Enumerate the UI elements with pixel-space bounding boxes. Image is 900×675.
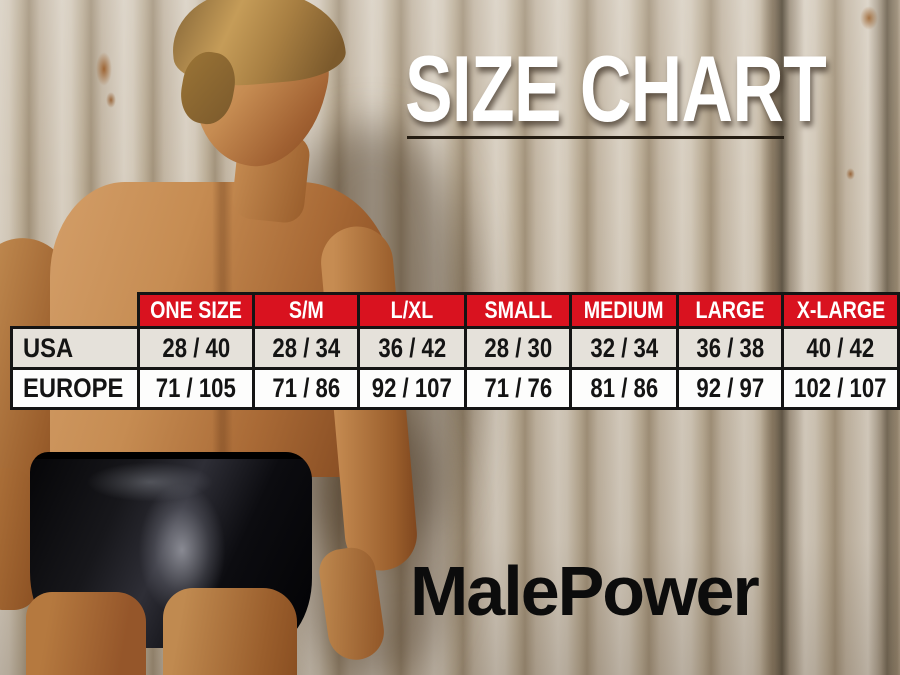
rust-spot <box>846 168 855 180</box>
cell-europe-x-large: 102 / 107 <box>781 367 900 410</box>
col-header-medium: MEDIUM <box>569 292 680 329</box>
cell-value: 92 / 97 <box>696 373 765 403</box>
col-header-l-xl: L/XL <box>357 292 468 329</box>
title-underline <box>407 136 784 139</box>
col-header-s-m: S/M <box>252 292 361 329</box>
col-header-small: SMALL <box>464 292 573 329</box>
cell-value: 102 / 107 <box>794 373 887 403</box>
cell-usa-large: 36 / 38 <box>676 326 785 370</box>
cell-value: 28 / 30 <box>484 332 552 363</box>
size-table: ONE SIZE S/M L/XL SMALL MEDIUM LARGE X-L… <box>9 292 900 410</box>
col-header-label: S/M <box>288 296 324 324</box>
col-header-one-size: ONE SIZE <box>137 292 256 329</box>
row-label-text: EUROPE <box>23 373 124 403</box>
table-row-usa: USA 28 / 40 28 / 34 36 / 42 28 / 30 32 /… <box>9 326 900 370</box>
cell-usa-medium: 32 / 34 <box>569 326 680 370</box>
cell-europe-l-xl: 92 / 107 <box>357 367 468 410</box>
brand-logo: MalePower <box>410 552 760 630</box>
cell-usa-s-m: 28 / 34 <box>252 326 361 370</box>
col-header-large: LARGE <box>676 292 785 329</box>
cell-usa-l-xl: 36 / 42 <box>357 326 468 370</box>
cell-usa-x-large: 40 / 42 <box>781 326 900 370</box>
row-label-usa: USA <box>9 326 141 370</box>
cell-value: 71 / 76 <box>484 373 552 403</box>
table-row-europe: EUROPE 71 / 105 71 / 86 92 / 107 71 / 76… <box>9 367 900 410</box>
col-header-x-large: X-LARGE <box>781 292 900 329</box>
row-label-text: USA <box>23 332 74 363</box>
col-header-label: L/XL <box>390 296 434 324</box>
rust-spot <box>106 92 116 108</box>
table-header-row: ONE SIZE S/M L/XL SMALL MEDIUM LARGE X-L… <box>12 292 900 329</box>
cell-europe-one-size: 71 / 105 <box>137 367 256 410</box>
row-label-europe: EUROPE <box>9 367 141 410</box>
cell-europe-s-m: 71 / 86 <box>252 367 361 410</box>
cell-value: 71 / 105 <box>156 373 237 403</box>
cell-europe-large: 92 / 97 <box>676 367 785 410</box>
rust-spot <box>860 6 878 30</box>
cell-value: 28 / 40 <box>162 332 230 363</box>
cell-value: 92 / 107 <box>372 373 453 403</box>
col-header-label: ONE SIZE <box>150 296 242 324</box>
cell-usa-small: 28 / 30 <box>464 326 573 370</box>
cell-value: 32 / 34 <box>590 332 659 363</box>
cell-value: 36 / 38 <box>696 332 765 363</box>
rust-spot <box>96 52 112 86</box>
cell-value: 40 / 42 <box>806 332 875 363</box>
blank-corner-cell <box>12 294 139 328</box>
cell-value: 71 / 86 <box>272 373 340 403</box>
page-title: SIZE CHART <box>405 36 827 141</box>
model-left-thigh <box>163 588 297 675</box>
cell-value: 28 / 34 <box>272 332 340 363</box>
model-right-thigh <box>26 592 146 675</box>
col-header-label: X-LARGE <box>796 296 885 324</box>
cell-usa-one-size: 28 / 40 <box>137 326 256 370</box>
cell-value: 36 / 42 <box>378 332 446 363</box>
cell-value: 81 / 86 <box>590 373 659 403</box>
col-header-label: LARGE <box>695 296 765 324</box>
col-header-label: SMALL <box>484 296 553 324</box>
cell-europe-small: 71 / 76 <box>464 367 573 410</box>
cell-europe-medium: 81 / 86 <box>569 367 680 410</box>
col-header-label: MEDIUM <box>584 296 665 324</box>
